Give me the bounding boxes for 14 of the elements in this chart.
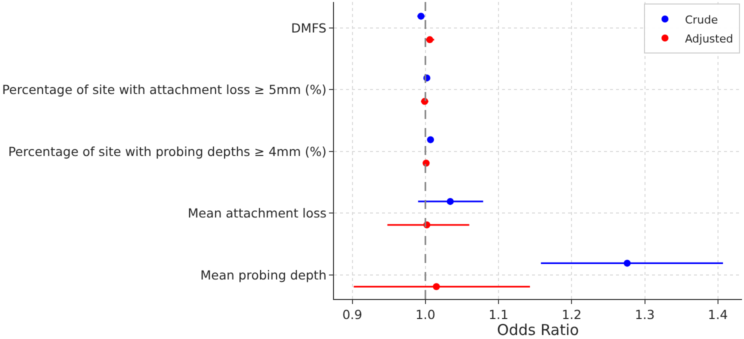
x-tick-label: 1.4 — [708, 307, 728, 322]
legend-label: Adjusted — [684, 32, 734, 46]
x-tick-label: 0.9 — [342, 307, 362, 322]
y-tick-label: Mean probing depth — [200, 267, 326, 282]
x-tick-label: 1.1 — [488, 307, 508, 322]
y-tick-label: Mean attachment loss — [188, 206, 326, 221]
x-tick-label: 1.2 — [562, 307, 582, 322]
y-tick-label: Percentage of site with attachment loss ≥ 5mm (%) — [2, 82, 326, 98]
x-axis-title: Odds Ratio — [497, 321, 579, 339]
y-tick-label: Percentage of site with probing depths ≥ 4mm (%) — [8, 144, 326, 159]
x-tick-label: 1.0 — [415, 307, 436, 322]
x-tick-label: 1.3 — [634, 307, 655, 322]
y-tick-label: DMFS — [291, 20, 327, 36]
legend-label: Crude — [684, 13, 718, 26]
